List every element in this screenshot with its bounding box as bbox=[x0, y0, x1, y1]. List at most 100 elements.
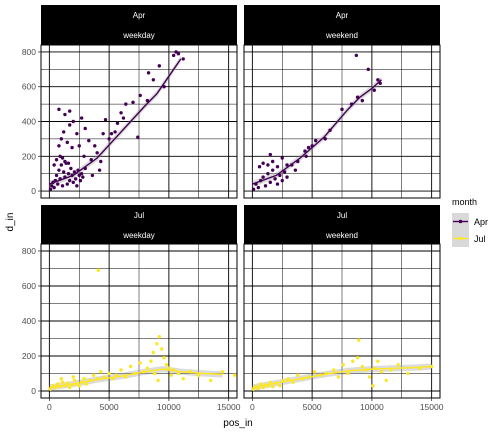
data-point bbox=[181, 57, 185, 61]
x-tick-label: 0 bbox=[250, 402, 255, 412]
strip-label-daytype: weekend bbox=[325, 31, 358, 40]
data-point bbox=[263, 184, 268, 188]
data-point bbox=[151, 78, 156, 82]
strip-label-month: Jul bbox=[337, 211, 347, 220]
data-point bbox=[78, 178, 83, 183]
data-point bbox=[69, 166, 73, 171]
data-point bbox=[367, 375, 372, 379]
legend: month Apr Jul bbox=[452, 197, 488, 247]
data-point bbox=[270, 168, 275, 172]
data-point bbox=[396, 363, 400, 367]
data-point bbox=[278, 173, 282, 178]
data-point bbox=[354, 53, 359, 58]
data-point bbox=[57, 144, 61, 148]
data-point bbox=[171, 53, 176, 58]
strip-label-month: Apr bbox=[336, 11, 349, 20]
data-point bbox=[82, 377, 86, 381]
data-point bbox=[146, 71, 151, 75]
data-point bbox=[52, 185, 56, 190]
x-tick-label: 10000 bbox=[360, 402, 384, 412]
legend-key-point bbox=[458, 236, 463, 241]
data-point bbox=[270, 384, 275, 389]
y-tick-label: 600 bbox=[22, 82, 36, 92]
legend-label-jul: Jul bbox=[474, 234, 486, 244]
data-point bbox=[351, 359, 355, 363]
strip-label-daytype: weekend bbox=[325, 231, 358, 240]
data-point bbox=[371, 384, 375, 388]
legend-title: month bbox=[452, 197, 477, 207]
y-tick-label: 0 bbox=[31, 186, 36, 196]
data-point bbox=[346, 371, 350, 376]
data-point bbox=[162, 356, 166, 360]
data-point bbox=[156, 378, 160, 383]
data-point bbox=[312, 370, 317, 374]
x-tick-label: 5000 bbox=[100, 402, 119, 412]
data-point bbox=[59, 163, 64, 167]
data-point bbox=[360, 364, 365, 369]
y-tick-label: 0 bbox=[31, 386, 36, 396]
data-point bbox=[232, 373, 237, 377]
data-point bbox=[99, 370, 103, 374]
data-point bbox=[304, 154, 308, 158]
panel-border bbox=[243, 44, 441, 199]
data-point bbox=[57, 168, 61, 172]
data-point bbox=[340, 107, 344, 112]
data-point bbox=[167, 366, 171, 370]
data-point bbox=[73, 177, 78, 181]
data-point bbox=[70, 145, 74, 150]
data-point bbox=[119, 368, 123, 372]
data-point bbox=[268, 180, 272, 185]
x-axis-title: pos_in bbox=[223, 418, 252, 429]
data-point bbox=[71, 180, 75, 185]
x-tick-label: 5000 bbox=[303, 402, 322, 412]
y-tick-label: 800 bbox=[22, 246, 36, 256]
data-point bbox=[261, 175, 265, 179]
data-point bbox=[56, 182, 60, 186]
data-point bbox=[169, 373, 173, 377]
strip-label-daytype: weekday bbox=[122, 231, 155, 240]
data-point bbox=[251, 187, 256, 192]
data-point bbox=[160, 347, 164, 351]
data-point bbox=[259, 382, 263, 386]
data-point bbox=[384, 378, 388, 383]
data-point bbox=[306, 145, 311, 150]
y-tick-label: 800 bbox=[22, 47, 36, 57]
data-point bbox=[113, 130, 117, 134]
data-point bbox=[57, 107, 61, 112]
x-tick-label: 0 bbox=[47, 402, 52, 412]
data-point bbox=[357, 338, 361, 342]
data-point bbox=[251, 387, 256, 391]
data-point bbox=[261, 385, 265, 390]
data-point bbox=[266, 163, 270, 167]
data-point bbox=[124, 375, 128, 379]
data-point bbox=[91, 373, 96, 377]
legend-label-apr: Apr bbox=[474, 217, 488, 227]
data-point bbox=[379, 370, 384, 374]
data-point bbox=[209, 378, 213, 383]
data-point bbox=[275, 165, 280, 169]
data-point bbox=[67, 178, 72, 183]
data-point bbox=[285, 175, 289, 179]
data-point bbox=[291, 380, 295, 384]
y-tick-label: 200 bbox=[22, 351, 36, 361]
data-point bbox=[155, 342, 159, 346]
facet-panel-apr-weekend: Apr weekend bbox=[243, 5, 441, 199]
data-point bbox=[75, 131, 79, 136]
data-point bbox=[131, 100, 135, 105]
data-point bbox=[157, 335, 162, 339]
facet-strip bbox=[244, 205, 440, 244]
data-point bbox=[293, 168, 298, 172]
smooth-confidence-band bbox=[252, 363, 432, 391]
data-point bbox=[59, 377, 64, 381]
data-point bbox=[121, 116, 126, 120]
data-point bbox=[282, 170, 287, 174]
facet-strip bbox=[41, 205, 237, 244]
smooth-line bbox=[252, 79, 382, 185]
data-point bbox=[84, 382, 89, 386]
data-point bbox=[52, 163, 56, 167]
data-point bbox=[65, 182, 69, 186]
data-point bbox=[376, 359, 380, 363]
data-point bbox=[93, 144, 97, 148]
data-point bbox=[66, 171, 71, 176]
